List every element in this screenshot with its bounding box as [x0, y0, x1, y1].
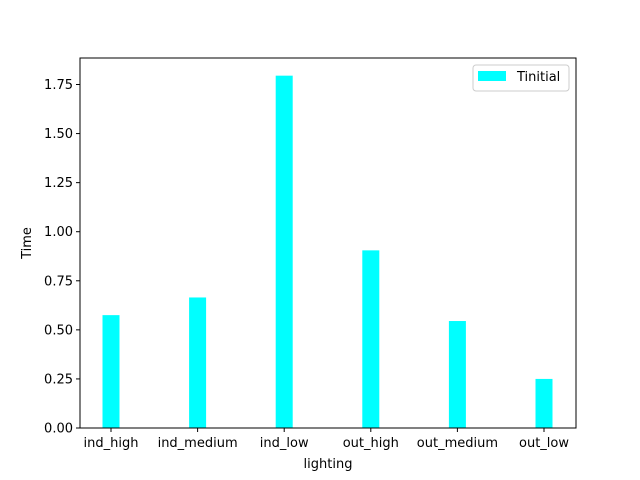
legend: Tinitial: [472, 64, 570, 92]
bar-ind-high: [102, 315, 120, 428]
bar-out-medium: [448, 321, 466, 428]
bar-ind-medium: [189, 297, 207, 428]
y-tick-label: 1.25: [44, 176, 73, 191]
x-tick-label: out_low: [519, 436, 569, 451]
y-tick-label: 0.00: [44, 422, 73, 437]
y-tick-label: 0.50: [44, 323, 73, 338]
y-axis-ticks: 0.00 0.25 0.50 0.75 1.00 1.25 1.50 1.75: [44, 78, 80, 437]
x-axis-ticks: ind_high ind_medium ind_low out_high out_med…: [84, 428, 569, 451]
x-tick-label: ind_medium: [158, 436, 238, 451]
legend-label-tinitial: Tinitial: [516, 70, 560, 85]
bar-out-low: [535, 378, 553, 428]
x-tick-label: out_medium: [417, 436, 498, 451]
x-axis-label: lighting: [304, 457, 353, 472]
bar-out-high: [362, 250, 380, 428]
bars-group: [102, 75, 553, 429]
y-axis-label: Time: [20, 227, 35, 260]
plot-frame: [79, 57, 577, 429]
legend-swatch-tinitial: [478, 71, 506, 81]
y-tick-label: 0.75: [44, 274, 73, 289]
y-tick-label: 0.25: [44, 372, 73, 387]
x-tick-label: out_high: [343, 436, 399, 451]
y-tick-label: 1.00: [44, 225, 73, 240]
x-tick-label: ind_high: [84, 436, 139, 451]
bar-ind-low: [275, 75, 293, 429]
y-tick-label: 1.50: [44, 127, 73, 142]
x-tick-label: ind_low: [260, 436, 309, 451]
y-tick-label: 1.75: [44, 78, 73, 93]
